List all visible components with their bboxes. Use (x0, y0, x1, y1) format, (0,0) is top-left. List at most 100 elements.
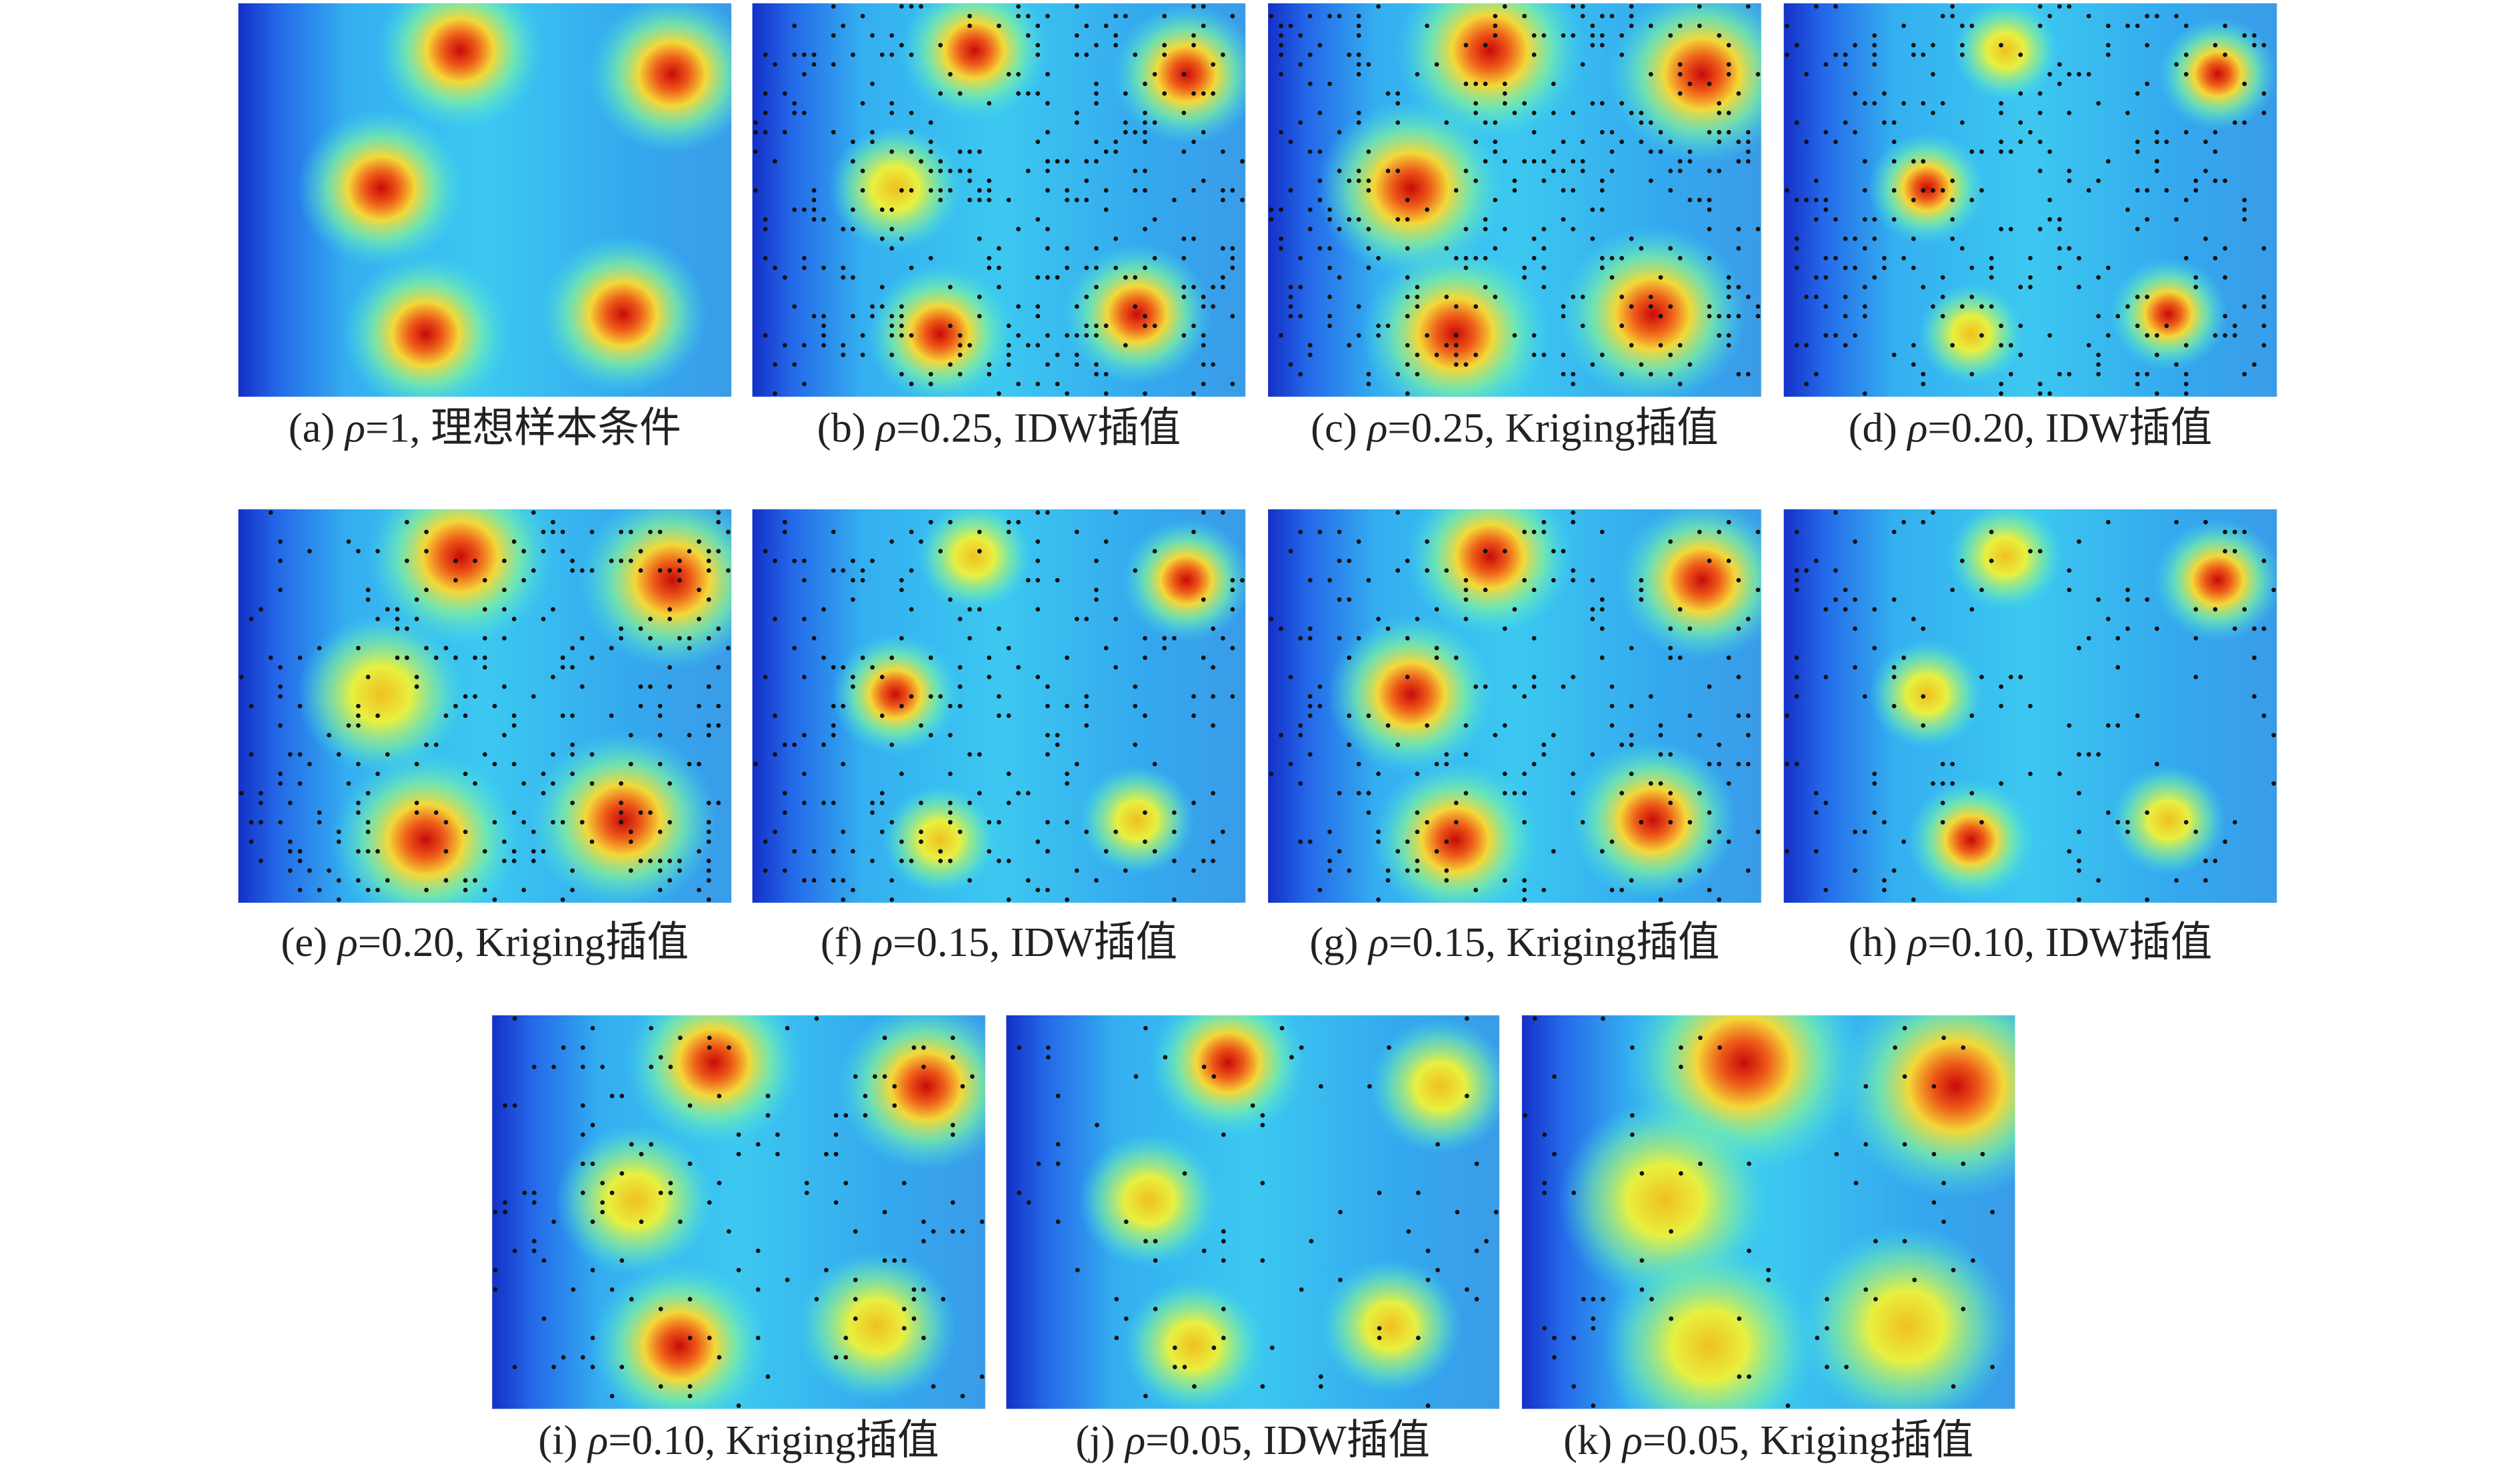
panel: (a) ρ=1, 理想样本条件 (238, 3, 732, 451)
hotspot (591, 1261, 769, 1409)
panel: (b) ρ=0.25, IDW插值 (752, 3, 1246, 451)
panel: (h) ρ=0.10, IDW插值 (1783, 509, 2277, 965)
sample-points (1785, 4, 2267, 396)
caption-text: =0.20, IDW插值 (1927, 405, 2212, 451)
hotspot (900, 3, 1049, 121)
panel: (d) ρ=0.20, IDW插值 (1783, 3, 2277, 451)
hotspot (578, 509, 732, 669)
hotspot (1559, 225, 1747, 397)
sample-points (1785, 510, 2276, 902)
hotspot (829, 125, 962, 252)
panel: (g) ρ=0.15, Kriging插值 (1268, 509, 1761, 965)
hotspot (1327, 614, 1495, 774)
hotspot (2111, 765, 2227, 875)
heatmap (1783, 3, 2277, 397)
hotspot (376, 3, 545, 131)
heatmap (1268, 3, 1761, 397)
caption-symbol: ρ (875, 405, 896, 451)
heatmap (1268, 509, 1761, 903)
caption-symbol: ρ (1906, 919, 1927, 965)
hotspot (1063, 243, 1211, 385)
hotspot (1317, 99, 1505, 277)
caption-symbol: ρ (344, 405, 365, 451)
caption-symbol: ρ (1366, 405, 1387, 451)
panel: (c) ρ=0.25, Kriging插值 (1268, 3, 1761, 451)
hotspot (1869, 639, 1985, 749)
caption-label: (h) (1849, 919, 1908, 965)
caption-text: =0.15, IDW插值 (893, 919, 1177, 965)
hotspot (1112, 3, 1246, 145)
caption-text: =0.20, Kriging插值 (358, 919, 689, 965)
caption: (a) ρ=1, 理想样本条件 (289, 405, 681, 451)
hotspot (1917, 283, 2025, 385)
caption-text: =0.25, Kriging插值 (1387, 405, 1718, 451)
hotspot (1608, 3, 1761, 163)
caption-symbol: ρ (587, 1417, 608, 1463)
hotspot (366, 509, 554, 646)
heatmap (752, 3, 1246, 397)
heatmap (752, 509, 1246, 903)
hotspot (1369, 1019, 1500, 1154)
caption-symbol: ρ (871, 919, 893, 965)
hotspot (831, 633, 960, 755)
caption-label: (c) (1311, 405, 1367, 451)
caption-label: (k) (1563, 1417, 1623, 1463)
caption-text: =0.25, IDW插值 (896, 405, 1181, 451)
caption-text: =0.15, Kriging插值 (1389, 919, 1719, 965)
hotspot (1603, 1245, 1816, 1409)
heatmap (238, 509, 732, 903)
hotspot (1361, 245, 1549, 397)
panel: (f) ρ=0.15, IDW插值 (752, 509, 1246, 965)
hotspot (1371, 760, 1539, 903)
hotspot (625, 1015, 803, 1147)
caption: (f) ρ=0.15, IDW插值 (821, 919, 1177, 965)
caption: (d) ρ=0.20, IDW插值 (1849, 405, 2213, 451)
panel: (j) ρ=0.05, IDW插值 (1006, 1015, 1500, 1463)
caption: (h) ρ=0.10, IDW插值 (1849, 919, 2213, 965)
hotspot (297, 108, 465, 268)
sample-points (753, 510, 1245, 902)
caption-symbol: ρ (1124, 1417, 1145, 1463)
hotspot (882, 785, 998, 895)
caption-symbol: ρ (1906, 405, 1927, 451)
hotspot (1800, 1225, 2013, 1409)
hotspot (1867, 131, 1986, 245)
hotspot (539, 234, 707, 394)
caption: (b) ρ=0.25, IDW插值 (817, 405, 1181, 451)
caption-text: =0.10, IDW插值 (1927, 919, 2212, 965)
heatmap (1783, 509, 2277, 903)
caption-text: =0.05, Kriging插值 (1643, 1417, 1973, 1463)
hotspot (1952, 3, 2059, 101)
hotspot (2158, 17, 2277, 131)
caption-label: (f) (821, 919, 873, 965)
heatmap (1521, 1015, 2015, 1409)
hotspot (529, 731, 717, 903)
heatmap (492, 1015, 985, 1409)
caption-symbol: ρ (337, 919, 358, 965)
caption-text: =0.10, Kriging插值 (608, 1417, 939, 1463)
hotspot (1079, 765, 1195, 875)
caption-label: (i) (538, 1417, 588, 1463)
panel: (i) ρ=0.10, Kriging插值 (492, 1015, 985, 1463)
caption-label: (g) (1309, 919, 1369, 965)
hotspot (916, 509, 1032, 611)
caption-label: (d) (1849, 405, 1908, 451)
hotspot (1947, 509, 2064, 611)
hotspot (1406, 509, 1574, 637)
hotspot (797, 1250, 957, 1403)
hotspot (1319, 1259, 1462, 1394)
hotspot (555, 1124, 715, 1277)
hotspot (2109, 257, 2228, 371)
caption-text: =0.05, IDW插值 (1145, 1417, 1430, 1463)
hotspot (1907, 779, 2035, 901)
sample-points (493, 1016, 985, 1408)
hotspot (1149, 1015, 1307, 1138)
hotspot (588, 3, 732, 154)
panel: (k) ρ=0.05, Kriging插值 (1521, 1015, 2015, 1463)
hotspot (1837, 1015, 2015, 1199)
hotspot (1618, 509, 1761, 660)
caption-symbol: ρ (1621, 1417, 1643, 1463)
caption: (g) ρ=0.15, Kriging插值 (1309, 919, 1719, 965)
